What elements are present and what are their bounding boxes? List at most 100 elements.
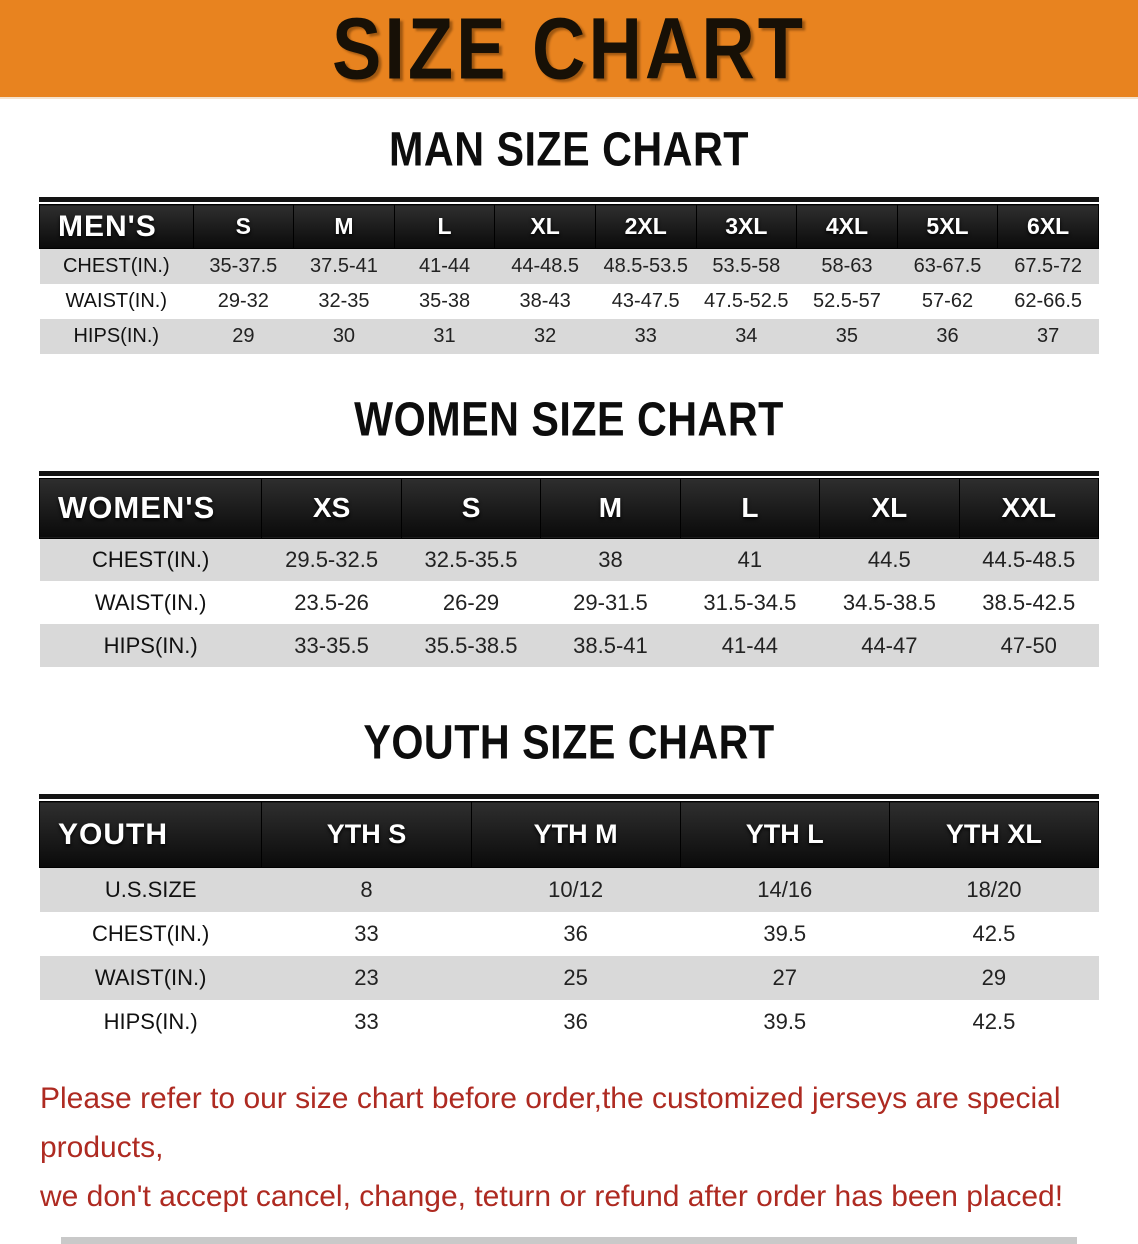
size-column-header: M — [293, 204, 395, 249]
size-value: 41-44 — [394, 248, 495, 284]
size-value: 37 — [997, 318, 1099, 354]
size-value: 34 — [696, 318, 797, 354]
table-row: WAIST(IN.) 23 25 27 29 — [39, 955, 1099, 1000]
youth-size-heading: YOUTH SIZE CHART — [363, 716, 775, 770]
size-value: 29.5-32.5 — [261, 538, 402, 581]
row-label: WAIST(IN.) — [39, 283, 194, 319]
men-size-table: MEN'S S M L XL 2XL 3XL 4XL 5XL 6XL CHEST(IN.) 35-37… — [39, 197, 1099, 354]
size-column-header: XS — [261, 477, 402, 539]
size-value: 25 — [471, 955, 681, 1000]
size-column-header: 5XL — [896, 204, 999, 249]
size-value: 10/12 — [471, 867, 681, 912]
size-value: 52.5-57 — [796, 283, 898, 319]
youth-size-section: YOUTH SIZE CHART YOUTH YTH S YTH M YTH L YTH… — [0, 716, 1138, 1044]
size-value: 8 — [261, 867, 472, 912]
row-label: CHEST(IN.) — [39, 248, 194, 284]
size-column-header: M — [540, 477, 681, 539]
size-value: 29 — [889, 955, 1099, 1000]
table-corner-label: WOMEN'S — [38, 477, 263, 539]
row-label: HIPS(IN.) — [39, 999, 262, 1044]
table-row: WAIST(IN.) 29-32 32-35 35-38 38-43 43-47.5 47.… — [39, 283, 1099, 319]
size-value: 36 — [471, 911, 681, 956]
size-value: 48.5-53.5 — [595, 248, 697, 284]
size-column-header: S — [192, 204, 295, 249]
size-value: 32.5-35.5 — [401, 538, 541, 581]
banner-title: SIZE CHART — [332, 0, 806, 98]
size-value: 42.5 — [889, 999, 1099, 1044]
size-value: 33 — [261, 911, 472, 956]
size-value: 44-47 — [819, 624, 960, 667]
size-value: 58-63 — [796, 248, 898, 284]
size-value: 39.5 — [680, 911, 890, 956]
size-value: 44.5-48.5 — [959, 538, 1099, 581]
size-value: 47-50 — [959, 624, 1099, 667]
table-row: WAIST(IN.) 23.5-26 26-29 29-31.5 31.5-34.5 34… — [39, 581, 1099, 624]
men-size-heading: MAN SIZE CHART — [389, 123, 749, 177]
size-column-header: 6XL — [997, 204, 1099, 249]
size-value: 29 — [193, 318, 294, 354]
table-header-row: YOUTH YTH S YTH M YTH L YTH XL — [38, 801, 1100, 868]
table-row: CHEST(IN.) 35-37.5 37.5-41 41-44 44-48.5 48.5… — [39, 248, 1099, 284]
size-value: 35 — [796, 318, 898, 354]
size-value: 63-67.5 — [897, 248, 998, 284]
size-value: 62-66.5 — [997, 283, 1099, 319]
size-value: 38 — [540, 538, 681, 581]
size-column-header: L — [679, 477, 821, 539]
size-value: 37.5-41 — [293, 248, 395, 284]
table-corner-label: YOUTH — [38, 801, 263, 868]
size-value: 38.5-41 — [540, 624, 681, 667]
banner: SIZE CHART — [0, 0, 1138, 99]
size-value: 44-48.5 — [494, 248, 596, 284]
size-value: 35-38 — [394, 283, 495, 319]
men-size-section: MAN SIZE CHART MEN'S S M L XL 2XL 3XL 4XL 5XL 6XL… — [0, 123, 1138, 354]
women-size-heading: WOMEN SIZE CHART — [354, 392, 784, 447]
table-row: HIPS(IN.) 33 36 39.5 42.5 — [39, 999, 1099, 1044]
size-column-header: S — [400, 477, 542, 539]
table-row: U.S.SIZE 8 10/12 14/16 18/20 — [39, 867, 1099, 912]
table-header-row: MEN'S S M L XL 2XL 3XL 4XL 5XL 6XL — [39, 204, 1099, 249]
size-value: 29-32 — [193, 283, 294, 319]
row-label: WAIST(IN.) — [39, 581, 262, 624]
size-column-header: 3XL — [695, 204, 798, 249]
size-value: 33-35.5 — [261, 624, 402, 667]
size-value: 53.5-58 — [696, 248, 797, 284]
size-value: 31.5-34.5 — [680, 581, 820, 624]
table-row: HIPS(IN.) 33-35.5 35.5-38.5 38.5-41 41-44 44-… — [39, 624, 1099, 667]
table-corner-label: MEN'S — [39, 204, 194, 249]
size-value: 33 — [261, 999, 472, 1044]
size-value: 35.5-38.5 — [401, 624, 541, 667]
size-value: 36 — [471, 999, 681, 1044]
size-value: 35-37.5 — [193, 248, 294, 284]
size-value: 26-29 — [401, 581, 541, 624]
size-value: 18/20 — [889, 867, 1099, 912]
size-value: 41 — [680, 538, 820, 581]
size-column-header: XXL — [958, 477, 1100, 539]
size-value: 31 — [394, 318, 495, 354]
size-value: 41-44 — [680, 624, 820, 667]
size-value: 39.5 — [680, 999, 890, 1044]
youth-size-table: YOUTH YTH S YTH M YTH L YTH XL U.S.SIZE 8 10/12… — [38, 794, 1100, 1044]
disclaimer-line-1: Please refer to our size chart before or… — [40, 1081, 1061, 1164]
size-value: 23 — [261, 955, 472, 1000]
size-value: 33 — [595, 318, 697, 354]
size-value: 32 — [494, 318, 596, 354]
size-column-header: 2XL — [594, 204, 697, 249]
size-value: 43-47.5 — [595, 283, 697, 319]
row-label: CHEST(IN.) — [39, 538, 262, 581]
size-column-header: YTH S — [261, 801, 472, 868]
size-value: 34.5-38.5 — [819, 581, 960, 624]
size-value: 14/16 — [680, 867, 890, 912]
bottom-divider — [61, 1236, 1077, 1244]
size-value: 44.5 — [819, 538, 960, 581]
row-label: CHEST(IN.) — [39, 911, 262, 956]
size-value: 29-31.5 — [540, 581, 681, 624]
size-column-header: XL — [494, 204, 596, 249]
size-column-header: YTH M — [470, 801, 681, 868]
table-row: CHEST(IN.) 33 36 39.5 42.5 — [39, 911, 1099, 956]
women-size-section: WOMEN SIZE CHART WOMEN'S XS S M L XL XXL CHEST(… — [0, 392, 1138, 667]
size-value: 30 — [293, 318, 395, 354]
size-value: 42.5 — [889, 911, 1099, 956]
size-column-header: YTH L — [679, 801, 890, 868]
table-row: CHEST(IN.) 29.5-32.5 32.5-35.5 38 41 44.5 44.5… — [39, 538, 1099, 581]
